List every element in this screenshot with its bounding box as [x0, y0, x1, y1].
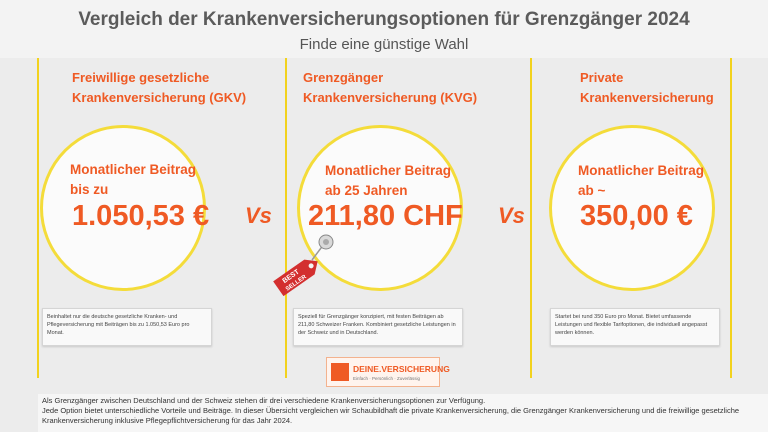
brand-mark-icon	[331, 363, 349, 381]
vs-label-2: Vs	[498, 203, 525, 228]
price-gkv: 1.050,53 €	[72, 200, 210, 232]
price-kvg: 211,80 CHF	[308, 200, 463, 232]
page-subtitle: Finde eine günstige Wahl	[299, 36, 469, 53]
footer-text: Als Grenzgänger zwischen Deutschland und…	[38, 394, 768, 432]
brand-logo: DEINE.VERSICHERUNG Einfach · Persönlich …	[326, 357, 450, 387]
brand-tagline: Einfach · Persönlich · Zuverlässig	[353, 376, 421, 381]
description-pkv: Startet bei rund 350 Euro pro Monat. Bie…	[550, 308, 720, 346]
footer-line-2: Jede Option bietet unterschiedliche Vort…	[42, 406, 740, 425]
price-pkv: 350,00 €	[580, 200, 693, 232]
price-label-pkv: Monatlicher Beitrag ab ~	[578, 163, 705, 198]
best-seller-badge-icon: BEST SELLER	[273, 234, 334, 296]
description-kvg: Speziell für Grenzgänger konzipiert, mit…	[293, 308, 463, 346]
option-title-kvg: Grenzgänger Krankenversicherung (KVG)	[303, 70, 478, 105]
price-circle-gkv	[40, 125, 206, 291]
page-title: Vergleich der Krankenversicherungsoption…	[78, 9, 690, 30]
description-gkv: Beinhaltet nur die deutsche gesetzliche …	[42, 308, 212, 346]
price-circle-kvg	[297, 125, 463, 291]
option-frame-kvg	[287, 58, 532, 378]
price-label-kvg: Monatlicher Beitrag ab 25 Jahren	[325, 163, 452, 198]
header: Vergleich der Krankenversicherungsoption…	[0, 0, 768, 58]
option-frame-gkv	[37, 58, 287, 378]
option-title-gkv: Freiwillige gesetzliche Krankenversicher…	[72, 70, 247, 105]
footer-line-1: Als Grenzgänger zwischen Deutschland und…	[42, 396, 486, 405]
brand-name: DEINE.VERSICHERUNG	[353, 364, 450, 374]
price-circle-pkv	[549, 125, 715, 291]
option-title-pkv: Private Krankenversicherung	[580, 70, 714, 105]
price-label-gkv: Monatlicher Beitrag bis zu	[70, 162, 197, 197]
option-frame-pkv	[532, 58, 732, 378]
vs-label-1: Vs	[245, 203, 272, 228]
